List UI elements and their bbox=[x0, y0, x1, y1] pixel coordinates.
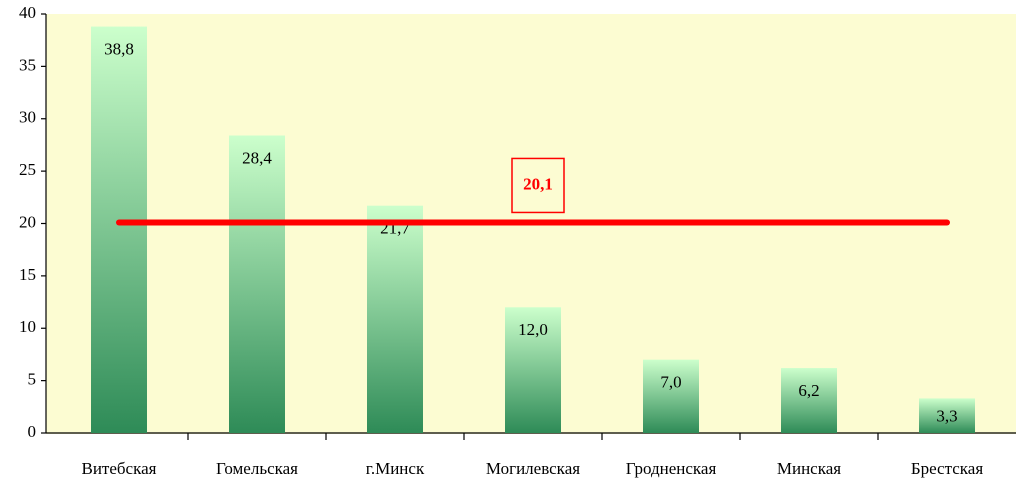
value-label: 7,0 bbox=[660, 373, 681, 392]
x-tick-label: Гомельская bbox=[216, 459, 298, 478]
y-tick-label: 25 bbox=[19, 160, 36, 179]
bar bbox=[643, 359, 699, 433]
value-label: 6,2 bbox=[798, 381, 819, 400]
x-tick-label: Минская bbox=[777, 459, 841, 478]
value-label: 28,4 bbox=[242, 148, 272, 167]
bar bbox=[919, 398, 975, 433]
y-tick-label: 10 bbox=[19, 317, 36, 336]
x-tick-label: Витебская bbox=[82, 459, 157, 478]
y-tick-label: 40 bbox=[19, 3, 36, 22]
bar bbox=[505, 307, 561, 433]
x-tick-label: Брестская bbox=[911, 459, 984, 478]
x-tick-label: Могилевская bbox=[486, 459, 580, 478]
y-tick-label: 5 bbox=[28, 370, 37, 389]
bar bbox=[781, 368, 837, 433]
value-label: 12,0 bbox=[518, 320, 548, 339]
y-tick-label: 35 bbox=[19, 55, 36, 74]
value-label: 3,3 bbox=[936, 407, 957, 426]
y-tick-label: 15 bbox=[19, 265, 36, 284]
value-label: 38,8 bbox=[104, 39, 134, 58]
y-tick-label: 20 bbox=[19, 212, 36, 231]
reference-label-box bbox=[511, 157, 565, 214]
bar bbox=[367, 205, 423, 433]
reference-label: 20,1 bbox=[523, 174, 553, 193]
y-tick-label: 30 bbox=[19, 108, 36, 127]
bar bbox=[229, 135, 285, 433]
x-tick-label: г.Минск bbox=[366, 459, 425, 478]
y-tick-label: 0 bbox=[28, 422, 37, 441]
x-tick-label: Гродненская bbox=[626, 459, 717, 478]
bar bbox=[91, 26, 147, 433]
